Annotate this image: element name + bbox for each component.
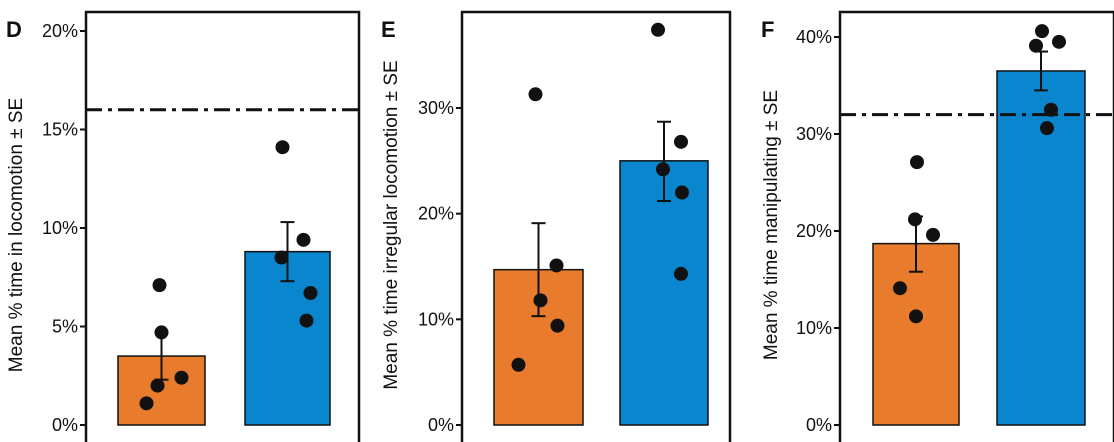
panel-letter: D — [6, 17, 22, 42]
y-tick-label: 20% — [796, 221, 832, 241]
data-point — [274, 250, 289, 265]
bar-orange — [872, 242, 960, 426]
data-point — [533, 293, 548, 308]
data-point — [299, 313, 314, 328]
y-axis-label: Mean % time irregular locomotion ± SE — [381, 60, 402, 389]
panel-d: D 0% 5% 10% 15% 20% Mean % time in locomotion … — [6, 10, 361, 442]
y-tick-label: 0% — [52, 415, 78, 435]
data-point — [893, 281, 907, 296]
data-point — [174, 370, 189, 385]
data-point — [926, 227, 940, 242]
y-tick-label: 10% — [42, 218, 78, 238]
data-point — [674, 134, 688, 149]
data-point — [150, 378, 165, 393]
y-axis-label: Mean % time manipulating ± SE — [761, 90, 782, 360]
data-point — [296, 232, 311, 247]
y-tick-label: 10% — [418, 309, 454, 329]
panel-e: E 0% 10% 20% 30% Mean % time irregular locomo… — [381, 10, 732, 442]
y-tick-label: 30% — [418, 98, 454, 118]
y-tick-label: 20% — [418, 204, 454, 224]
y-tick-label: 30% — [796, 124, 832, 144]
y-tick-label: 15% — [42, 120, 78, 140]
data-point — [651, 22, 665, 37]
data-point — [303, 286, 318, 301]
data-point — [152, 278, 167, 293]
data-point — [139, 396, 154, 411]
panel-frame — [460, 10, 732, 442]
y-tick-label: 10% — [796, 318, 832, 338]
data-point — [908, 212, 922, 227]
data-point — [511, 357, 526, 372]
panel-letter: F — [761, 17, 774, 42]
data-point — [528, 87, 543, 102]
data-point — [275, 140, 290, 155]
data-point — [910, 155, 924, 170]
data-point — [909, 309, 923, 324]
y-tick-label: 5% — [52, 317, 78, 337]
data-point — [1029, 38, 1043, 53]
y-tick-label: 40% — [796, 27, 832, 47]
panel-letter: E — [381, 17, 396, 42]
y-axis-label: Mean % time in locomotion ± SE — [6, 98, 27, 372]
bar-blue — [996, 70, 1086, 426]
data-point — [1052, 34, 1066, 49]
data-point — [550, 318, 565, 333]
y-tick-label: 0% — [806, 415, 832, 435]
y-tick-label: 0% — [428, 415, 454, 435]
panel-frame — [838, 10, 1114, 442]
data-point — [656, 162, 670, 177]
data-point — [1035, 24, 1049, 39]
data-point — [675, 185, 689, 200]
data-point — [674, 266, 688, 281]
data-point — [549, 258, 564, 273]
data-point — [154, 325, 169, 340]
data-point — [1040, 121, 1054, 136]
y-tick-label: 20% — [42, 21, 78, 41]
panel-f: F 0% 10% 20% 30% 40% Mean % time manipulating … — [761, 10, 1114, 442]
